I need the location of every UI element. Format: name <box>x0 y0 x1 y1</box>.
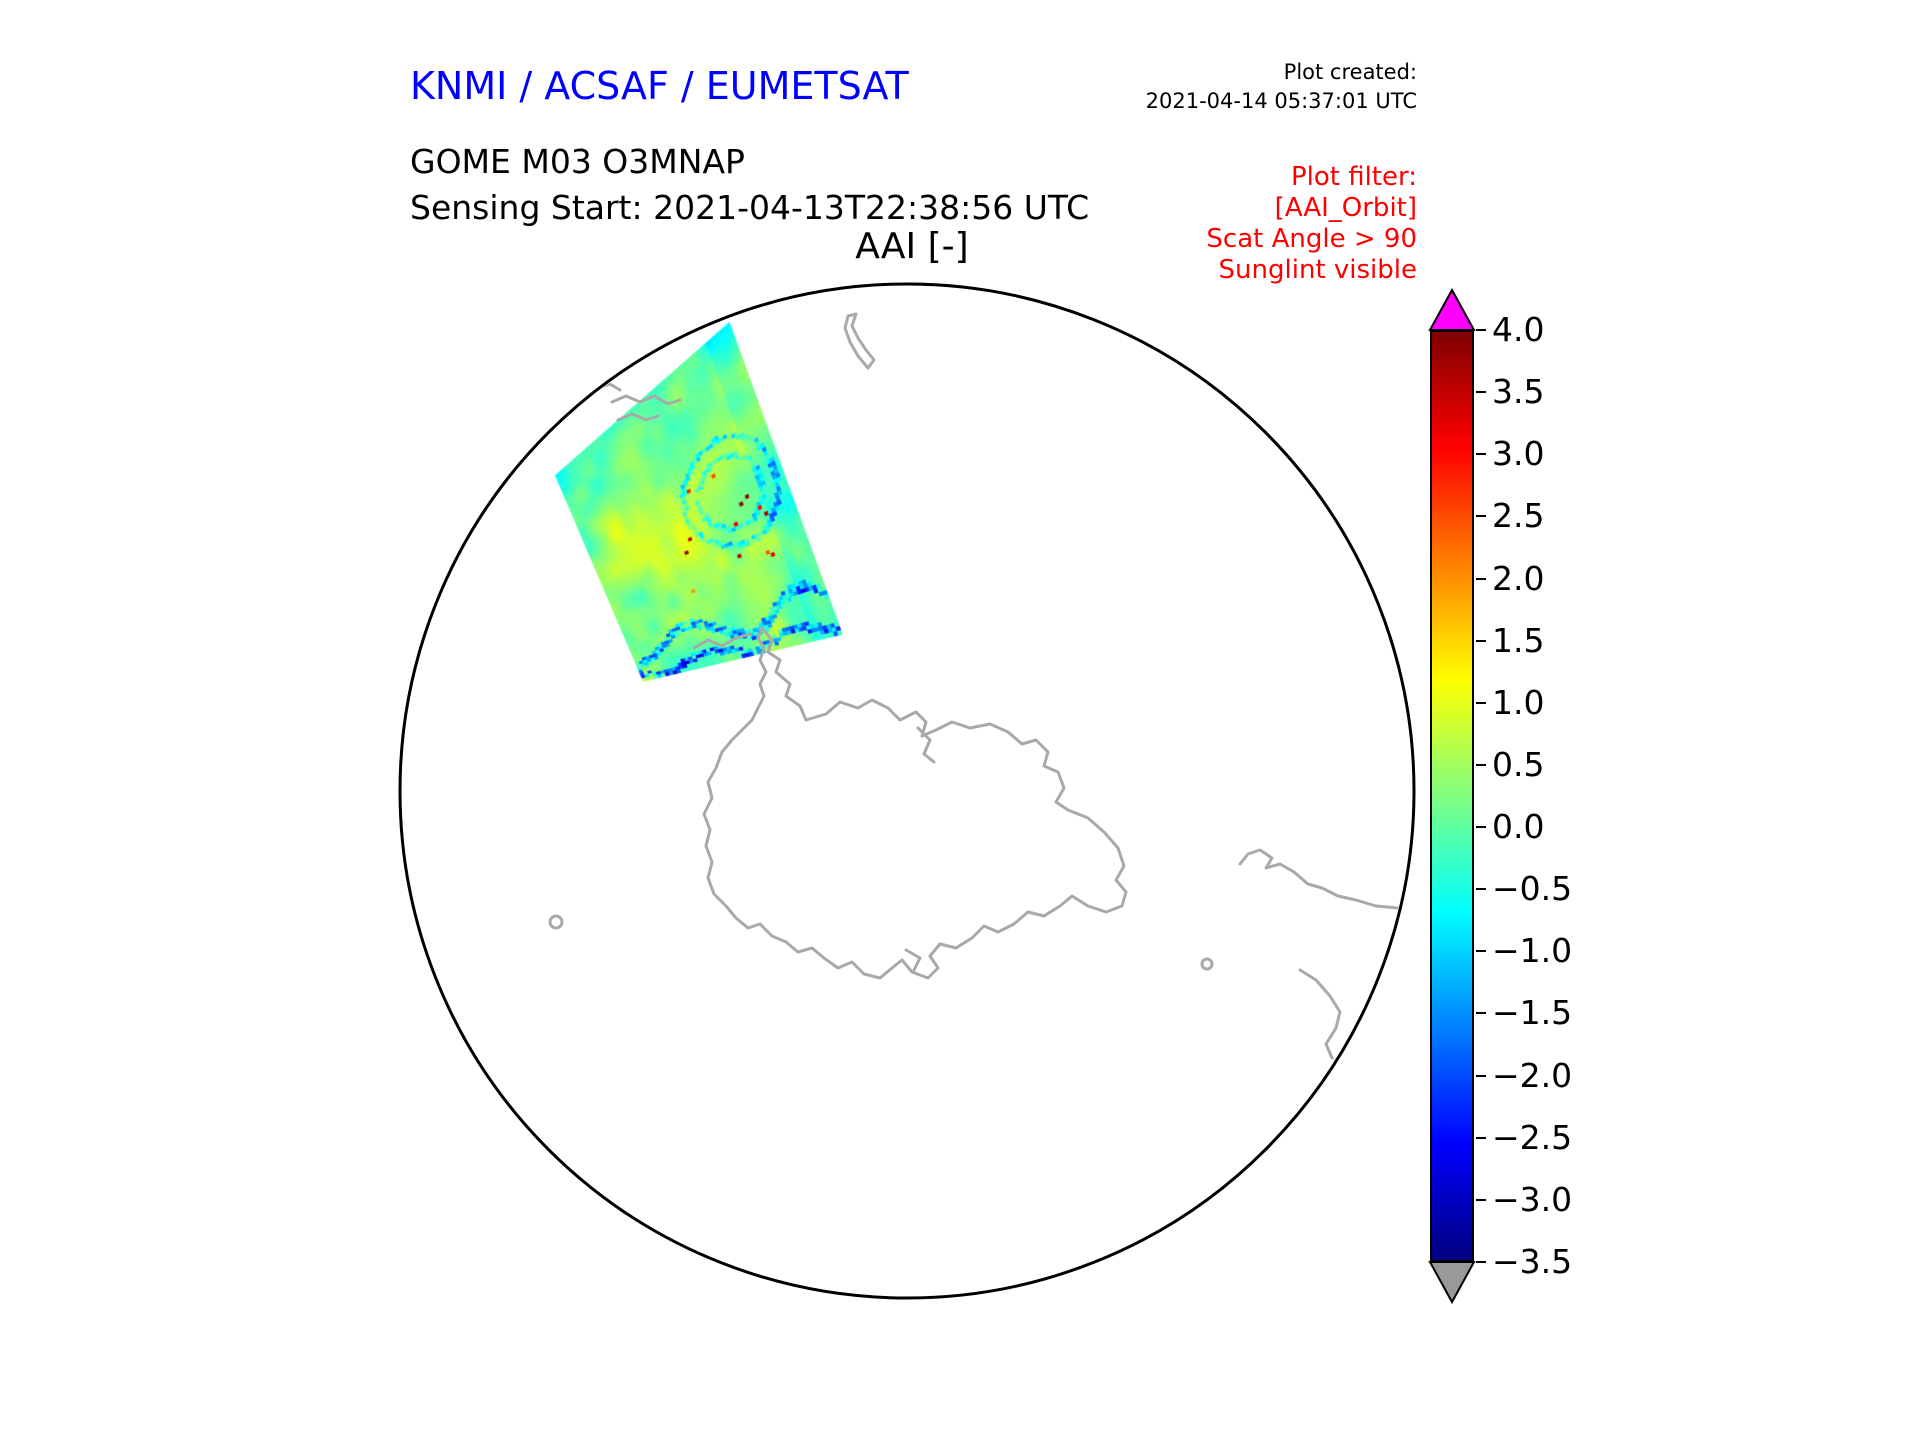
colorbar-tick-label: 3.0 <box>1492 434 1545 474</box>
coast-fragment-east-1 <box>1238 848 1412 914</box>
colorbar-tick-mark <box>1476 453 1486 456</box>
colorbar-tick-mark <box>1476 826 1486 829</box>
colorbar-tick-mark <box>1476 701 1486 704</box>
map-boundary-circle <box>398 282 1416 1300</box>
colorbar-tick-label: −2.0 <box>1492 1055 1573 1095</box>
colorbar-tick-mark <box>1476 515 1486 518</box>
colorbar-tick-label: 1.0 <box>1492 682 1545 722</box>
colorbar-tick-label: 2.0 <box>1492 558 1545 598</box>
colorbar-tick-label: −2.5 <box>1492 1117 1573 1157</box>
colorbar-tick-mark <box>1476 888 1486 891</box>
ice-shelf-line-weddell <box>916 726 936 764</box>
sensing-start-line: Sensing Start: 2021-04-13T22:38:56 UTC <box>410 188 1090 227</box>
colorbar-tick-label: −3.5 <box>1492 1242 1573 1281</box>
colorbar-tick-label: −3.0 <box>1492 1179 1573 1219</box>
plot-filter-line: Sunglint visible <box>1218 255 1417 285</box>
plot-created-time: 2021-04-14 05:37:01 UTC <box>1145 89 1417 113</box>
plot-filter-line: Plot filter: <box>1290 162 1417 192</box>
colorbar-tick-mark <box>1476 391 1486 394</box>
ice-shelf-line-ross <box>904 948 922 972</box>
colorbar-over-arrow <box>1428 287 1476 331</box>
antarctica-coastline <box>702 626 1128 980</box>
plot-filter-line: [AAI_Orbit] <box>1274 193 1417 223</box>
colorbar-tick-mark <box>1476 1012 1486 1015</box>
coastlines <box>548 312 1412 1060</box>
colorbar-tick-mark <box>1476 763 1486 766</box>
colorbar-tick-label: 2.5 <box>1492 496 1545 536</box>
colorbar-tick-label: 0.5 <box>1492 744 1545 784</box>
org-title: KNMI / ACSAF / EUMETSAT <box>410 64 909 108</box>
small-island-east <box>1200 957 1214 971</box>
colorbar-tick-label: 0.0 <box>1492 807 1545 847</box>
colorbar-tick-mark <box>1476 329 1486 331</box>
colorbar-tick-label: 4.0 <box>1492 310 1545 349</box>
colorbar-tick-label: −0.5 <box>1492 869 1573 909</box>
coast-fragment-peninsula-approach <box>692 632 752 650</box>
plot-created-label: Plot created: <box>1283 60 1417 84</box>
coast-fragment-over-swath-2 <box>616 412 660 422</box>
colorbar-tick-label: 3.5 <box>1492 372 1545 412</box>
colorbar-tick-mark <box>1476 950 1486 953</box>
colorbar-tick-mark <box>1476 1074 1486 1077</box>
plot-title: AAI [-] <box>855 226 969 267</box>
instrument-title: GOME M03 O3MNAP <box>410 142 745 181</box>
island-top <box>843 312 876 370</box>
colorbar-tick-mark <box>1476 1198 1486 1201</box>
plot-created-block: Plot created: 2021-04-14 05:37:01 UTC <box>1146 58 1417 116</box>
colorbar-under-arrow <box>1428 1261 1476 1305</box>
colorbar-tick-mark <box>1476 1261 1486 1263</box>
colorbar-tick-label: −1.5 <box>1492 993 1573 1033</box>
plot-filter-block: Plot filter: [AAI_Orbit] Scat Angle > 90… <box>1206 162 1417 286</box>
coast-fragment-over-swath-1 <box>610 394 682 406</box>
colorbar-tick-label: 1.5 <box>1492 620 1545 660</box>
colorbar-gradient <box>1432 332 1472 1260</box>
colorbar-tick-mark <box>1476 577 1486 580</box>
coast-fragment-east-2 <box>1298 968 1342 1060</box>
colorbar-tick-label: −1.0 <box>1492 931 1573 971</box>
small-island-west <box>548 914 564 930</box>
plot-filter-line: Scat Angle > 90 <box>1206 224 1417 254</box>
colorbar <box>1430 330 1474 1262</box>
colorbar-tick-mark <box>1476 1136 1486 1139</box>
colorbar-tick-mark <box>1476 639 1486 642</box>
